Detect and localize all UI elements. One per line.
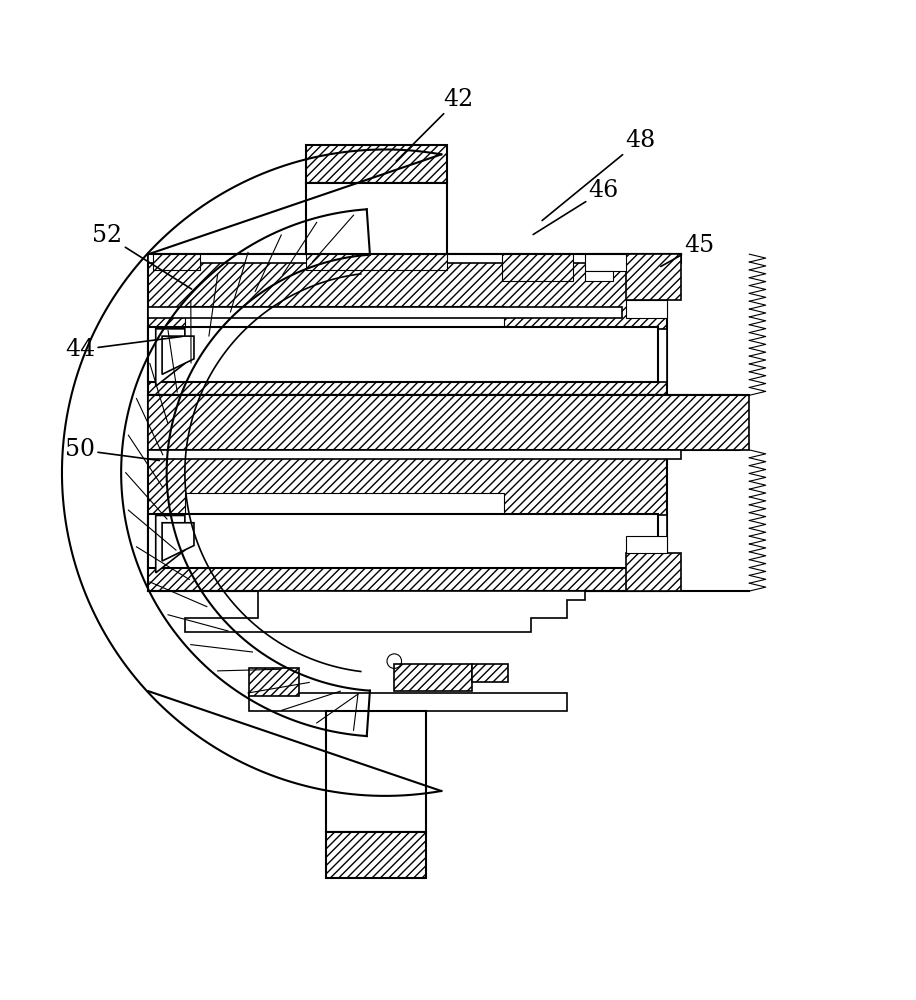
- Bar: [185, 493, 504, 515]
- Bar: [627, 254, 682, 300]
- Bar: [627, 536, 668, 553]
- Polygon shape: [148, 450, 668, 591]
- Bar: [185, 329, 668, 382]
- Polygon shape: [185, 591, 585, 632]
- Bar: [627, 553, 682, 591]
- Bar: [148, 527, 622, 538]
- Text: 42: 42: [397, 88, 474, 161]
- Bar: [148, 254, 682, 263]
- Polygon shape: [156, 329, 185, 386]
- Polygon shape: [156, 515, 185, 573]
- Text: 45: 45: [660, 234, 714, 266]
- Polygon shape: [162, 523, 194, 561]
- Bar: [148, 450, 682, 459]
- Bar: [185, 515, 668, 568]
- Polygon shape: [148, 254, 682, 395]
- Bar: [306, 183, 447, 254]
- Bar: [627, 300, 668, 318]
- Bar: [326, 711, 426, 832]
- Bar: [248, 693, 567, 711]
- Text: 48: 48: [542, 129, 655, 221]
- Bar: [148, 514, 659, 568]
- Text: 52: 52: [93, 224, 191, 289]
- Bar: [394, 664, 472, 691]
- Bar: [185, 306, 504, 329]
- Polygon shape: [162, 336, 194, 374]
- Text: 46: 46: [533, 179, 619, 234]
- Bar: [248, 668, 299, 696]
- Bar: [585, 254, 627, 271]
- Bar: [148, 395, 740, 450]
- Bar: [306, 254, 447, 270]
- Bar: [326, 832, 426, 878]
- Polygon shape: [148, 395, 749, 450]
- Bar: [148, 307, 622, 318]
- Bar: [472, 664, 508, 682]
- Bar: [585, 271, 613, 281]
- Text: 44: 44: [65, 336, 182, 361]
- Text: 50: 50: [65, 438, 159, 461]
- Bar: [153, 254, 201, 270]
- Bar: [502, 254, 572, 281]
- Bar: [148, 327, 659, 382]
- Bar: [306, 145, 447, 183]
